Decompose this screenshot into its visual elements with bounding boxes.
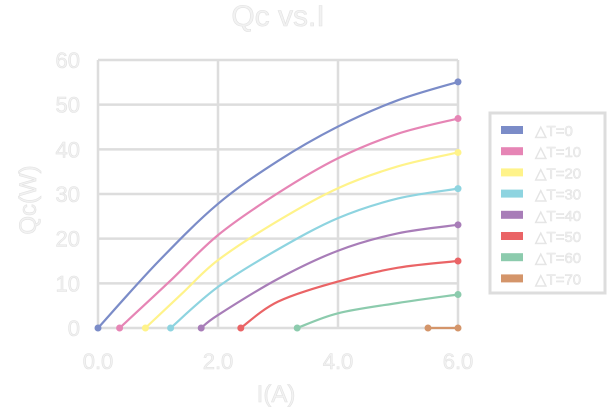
- y-tick-label: 40: [56, 137, 80, 162]
- legend-label: △T=60: [535, 250, 581, 267]
- legend-swatch: [501, 147, 523, 156]
- legend-swatch: [501, 274, 523, 283]
- legend-swatch: [501, 126, 523, 134]
- legend-swatch: [501, 210, 523, 219]
- data-point: [454, 185, 462, 193]
- legend-label: △T=50: [535, 229, 581, 246]
- series-group: [94, 78, 462, 332]
- x-axis-label: I(A): [257, 381, 296, 407]
- legend-swatch: [501, 232, 523, 240]
- data-point: [424, 324, 432, 332]
- y-tick-label: 50: [56, 93, 80, 118]
- data-point: [454, 148, 462, 156]
- legend-label: △T=40: [535, 208, 581, 225]
- legend: △T=0 △T=10 △T=20 △T=30 △T=40 △T=50 △T=60 △T=70: [488, 111, 607, 295]
- y-tick-labels: 0 10 20 30 40 50 60: [55, 48, 80, 342]
- x-tick-label: 4.0: [323, 349, 354, 374]
- legend-label: △T=30: [535, 187, 581, 204]
- y-tick-label: 30: [56, 182, 80, 207]
- series-line: [169, 187, 459, 329]
- grid: [96, 58, 460, 330]
- series-line: [118, 117, 459, 329]
- data-point: [141, 324, 149, 332]
- legend-swatch: [501, 168, 523, 177]
- chart-title: Qc vs.I: [231, 0, 324, 33]
- data-point: [454, 324, 462, 332]
- y-tick-label: 20: [56, 227, 80, 252]
- data-point: [454, 78, 462, 86]
- series-line: [200, 223, 459, 329]
- data-point: [197, 324, 205, 332]
- data-point: [167, 324, 175, 332]
- series-line: [240, 259, 459, 329]
- data-point: [94, 324, 102, 332]
- data-point: [116, 324, 124, 332]
- legend-label: △T=0: [535, 123, 573, 140]
- data-point: [454, 291, 462, 298]
- x-tick-labels: 0.0 2.0 4.0 6.0: [82, 349, 474, 375]
- legend-box: [488, 111, 607, 295]
- data-point: [237, 324, 245, 332]
- x-tick-label: 0.0: [83, 349, 114, 374]
- legend-label: △T=70: [535, 271, 581, 288]
- series-line: [296, 293, 459, 330]
- data-point: [454, 257, 462, 265]
- data-point: [454, 221, 462, 229]
- legend-label: △T=10: [535, 144, 581, 161]
- x-tick-label: 2.0: [203, 349, 234, 374]
- y-tick-label: 0: [68, 316, 80, 341]
- legend-label: △T=20: [535, 165, 581, 182]
- legend-swatch: [501, 189, 523, 198]
- y-axis-label: Qc(W): [15, 165, 42, 234]
- data-point: [454, 115, 462, 123]
- series-line: [144, 151, 459, 329]
- data-point: [293, 324, 301, 332]
- y-tick-label: 60: [56, 48, 80, 73]
- x-tick-label: 6.0: [443, 349, 474, 374]
- y-tick-label: 10: [56, 271, 80, 296]
- series-line: [97, 80, 459, 329]
- legend-swatch: [501, 253, 523, 262]
